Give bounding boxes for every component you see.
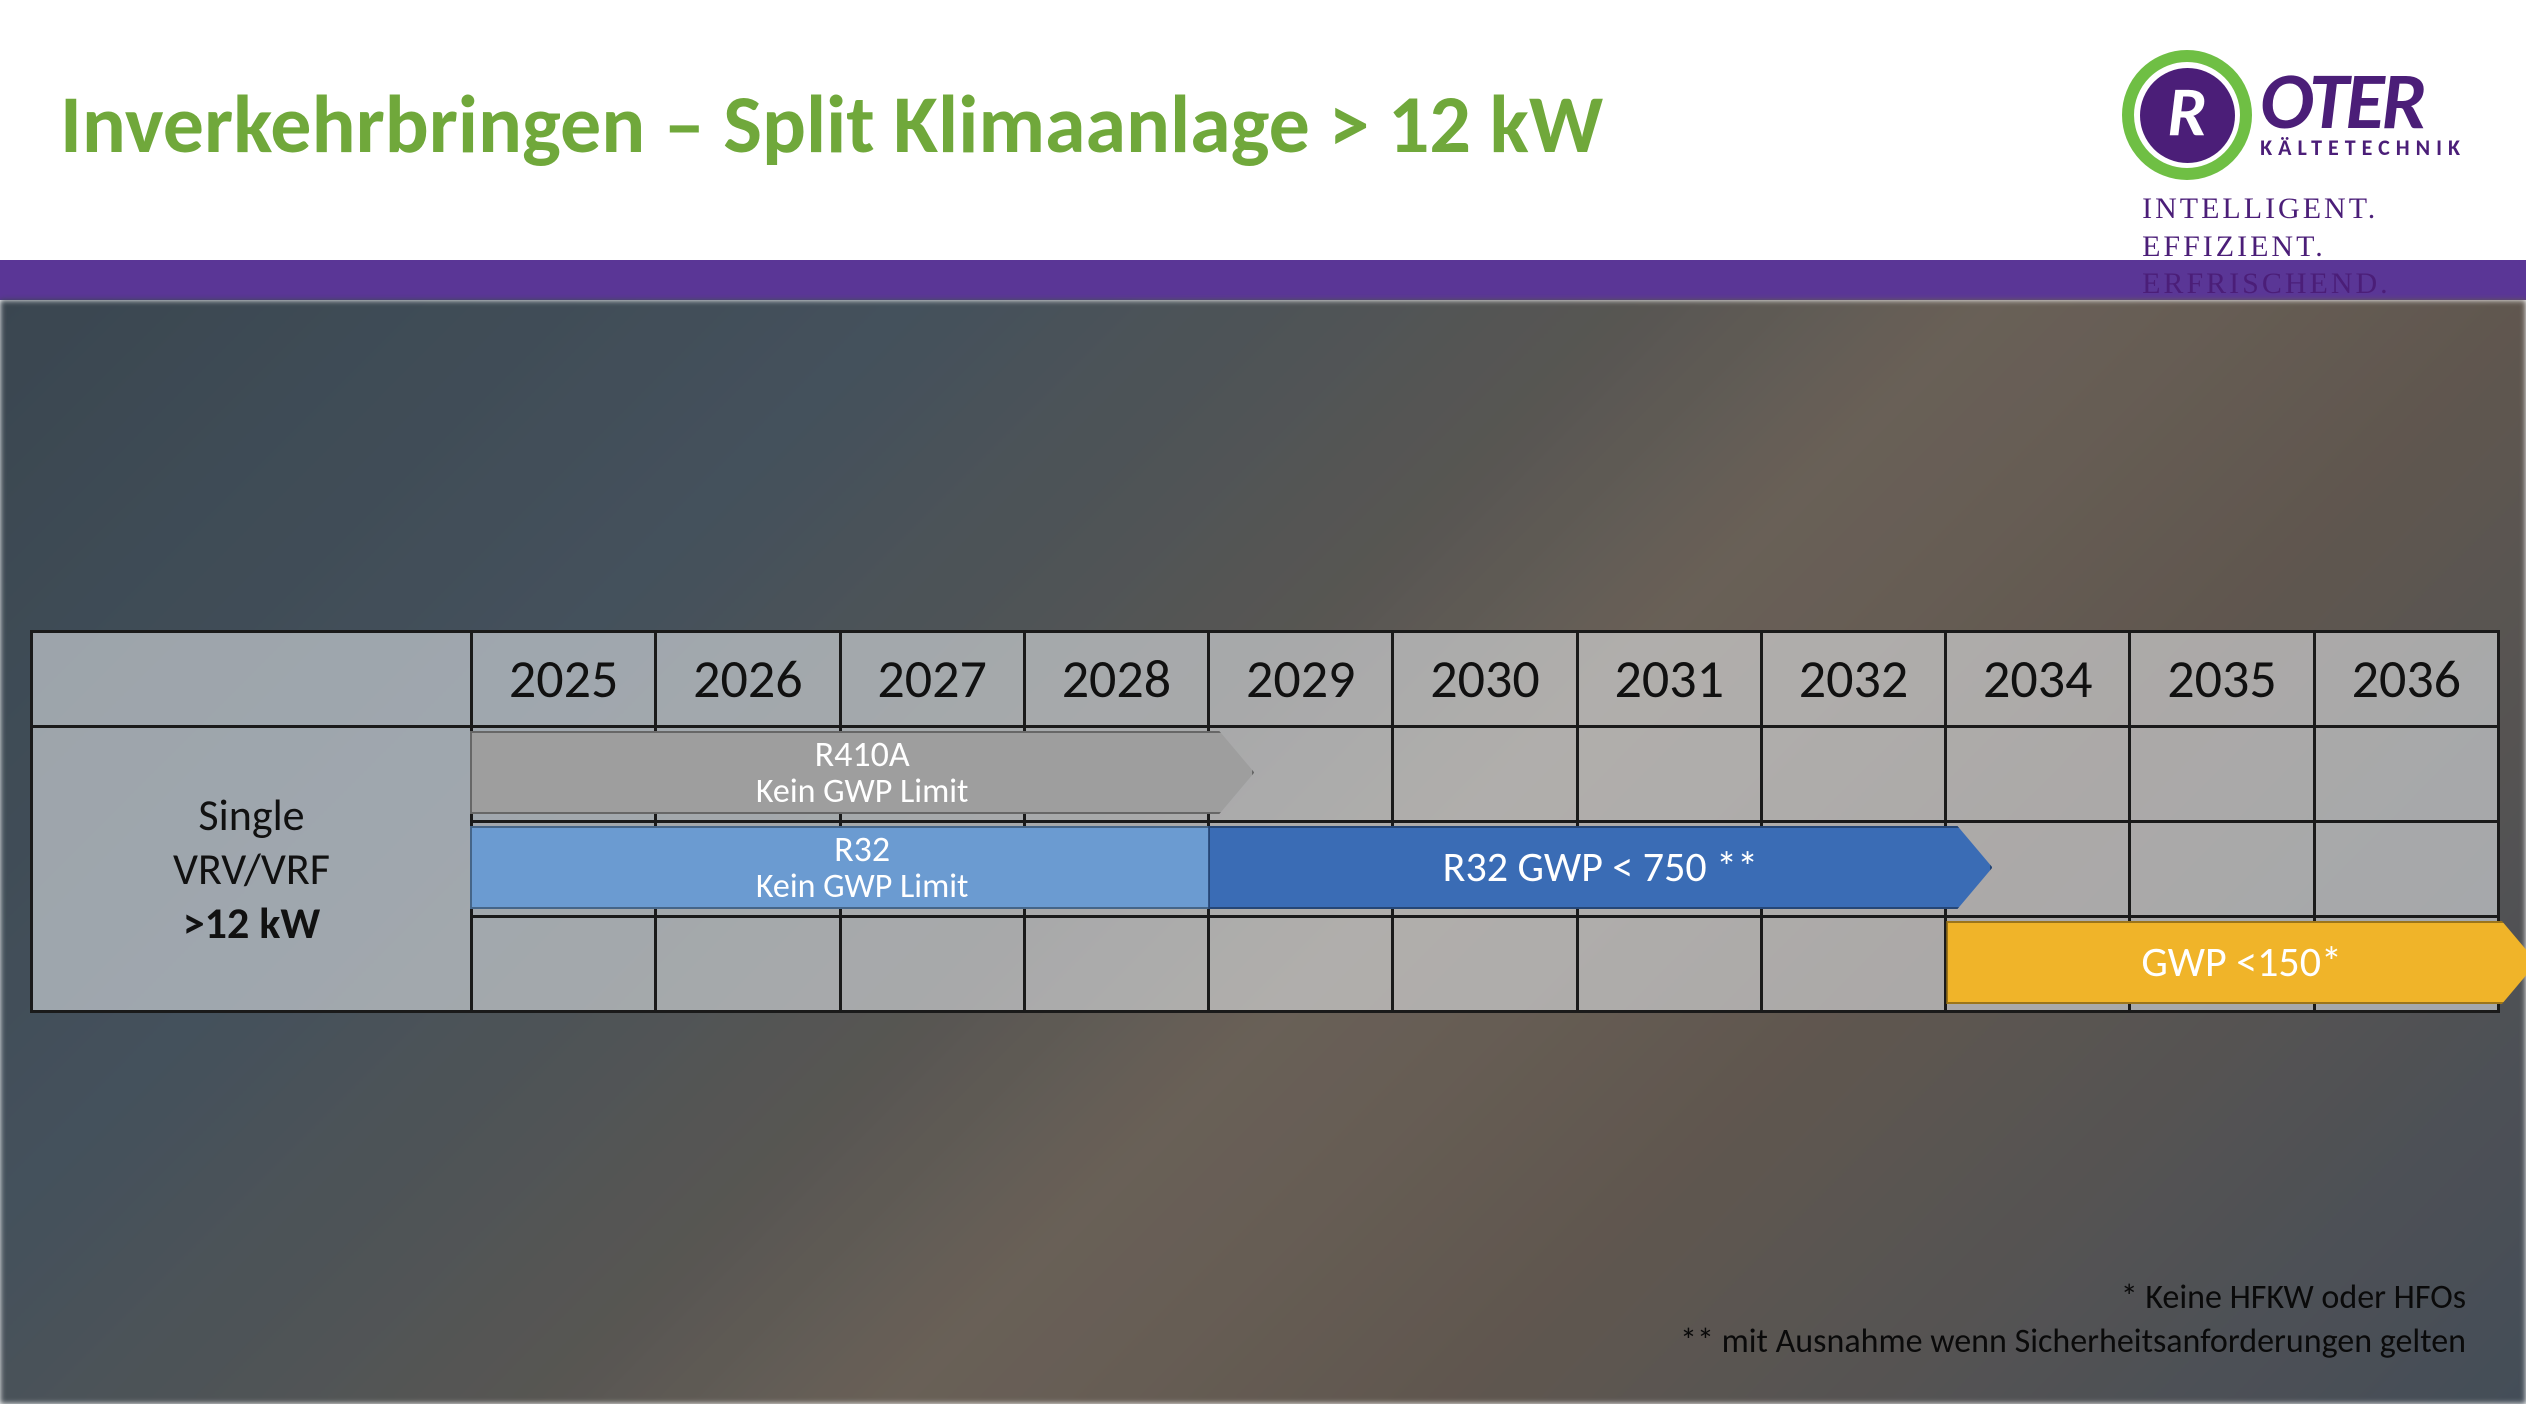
- row-label-line: VRV/VRF: [33, 842, 470, 896]
- timeline-cell: [1209, 822, 1393, 917]
- logo-text: OTER KÄLTETECHNIK: [2260, 70, 2466, 161]
- timeline-cell: [840, 917, 1024, 1012]
- timeline-cell: [1024, 822, 1208, 917]
- timeline-cell: [1761, 727, 1945, 822]
- year-header: 2027: [840, 632, 1024, 727]
- timeline-cell: [840, 822, 1024, 917]
- year-header: 2028: [1024, 632, 1208, 727]
- page-title: Inverkehrbringen – Split Klimaanlage > 1…: [60, 50, 1603, 170]
- year-header: 2035: [2130, 632, 2314, 727]
- year-header: 2026: [656, 632, 840, 727]
- year-header: 2034: [1946, 632, 2130, 727]
- timeline-cell: [472, 822, 656, 917]
- timeline-row: SingleVRV/VRF>12 kW: [32, 727, 2499, 822]
- timeline-cell: [656, 822, 840, 917]
- timeline-cell: [840, 727, 1024, 822]
- timeline-cell: [1024, 917, 1208, 1012]
- timeline-cell: [1946, 822, 2130, 917]
- timeline-cell: [1209, 917, 1393, 1012]
- timeline-corner-cell: [32, 632, 472, 727]
- timeline-cell: [656, 917, 840, 1012]
- timeline-cell: [1393, 822, 1577, 917]
- year-header: 2031: [1577, 632, 1761, 727]
- row-label-bold: >12 kW: [33, 896, 470, 950]
- timeline-cell: [1393, 727, 1577, 822]
- timeline-cell: [1209, 727, 1393, 822]
- timeline-cell: [472, 917, 656, 1012]
- timeline-cell: [472, 727, 656, 822]
- timeline-cell: [2314, 917, 2498, 1012]
- timeline-table-wrap: 2025202620272028202920302031203220342035…: [30, 630, 2500, 1013]
- timeline-cell: [1761, 917, 1945, 1012]
- timeline-cell: [2130, 917, 2314, 1012]
- timeline-table: 2025202620272028202920302031203220342035…: [30, 630, 2500, 1013]
- timeline-cell: [2314, 822, 2498, 917]
- timeline-cell: [1946, 727, 2130, 822]
- year-header: 2032: [1761, 632, 1945, 727]
- timeline-cell: [2130, 727, 2314, 822]
- year-header: 2025: [472, 632, 656, 727]
- timeline-cell: [1761, 822, 1945, 917]
- timeline-cell: [1393, 917, 1577, 1012]
- year-header: 2036: [2314, 632, 2498, 727]
- logo-word: OTER: [2260, 70, 2466, 134]
- content-area: 2025202620272028202920302031203220342035…: [0, 300, 2526, 1404]
- row-label-line: Single: [33, 788, 470, 842]
- timeline-header-row: 2025202620272028202920302031203220342035…: [32, 632, 2499, 727]
- logo-circle-icon: R: [2122, 50, 2252, 180]
- footnote-line: ** mit Ausnahme wenn Sicherheitsanforder…: [1680, 1320, 2466, 1364]
- brand-logo: R OTER KÄLTETECHNIK INTELLIGENT. EFFIZIE…: [2122, 50, 2466, 303]
- header: Inverkehrbringen – Split Klimaanlage > 1…: [0, 0, 2526, 260]
- footnote-line: * Keine HFKW oder HFOs: [1680, 1276, 2466, 1320]
- timeline-cell: [1577, 727, 1761, 822]
- timeline-cell: [1577, 822, 1761, 917]
- timeline-cell: [1577, 917, 1761, 1012]
- year-header: 2030: [1393, 632, 1577, 727]
- timeline-cell: [656, 727, 840, 822]
- row-label: SingleVRV/VRF>12 kW: [32, 727, 472, 1012]
- timeline-cell: [2314, 727, 2498, 822]
- logo-letter: R: [2140, 68, 2235, 163]
- timeline-cell: [2130, 822, 2314, 917]
- timeline-cell: [1024, 727, 1208, 822]
- timeline-cell: [1946, 917, 2130, 1012]
- logo-subtitle: KÄLTETECHNIK: [2260, 134, 2466, 161]
- logo-row: R OTER KÄLTETECHNIK: [2122, 50, 2466, 180]
- year-header: 2029: [1209, 632, 1393, 727]
- logo-tagline: INTELLIGENT. EFFIZIENT. ERFRISCHEND.: [2122, 190, 2391, 303]
- footnotes: * Keine HFKW oder HFOs ** mit Ausnahme w…: [1680, 1276, 2466, 1364]
